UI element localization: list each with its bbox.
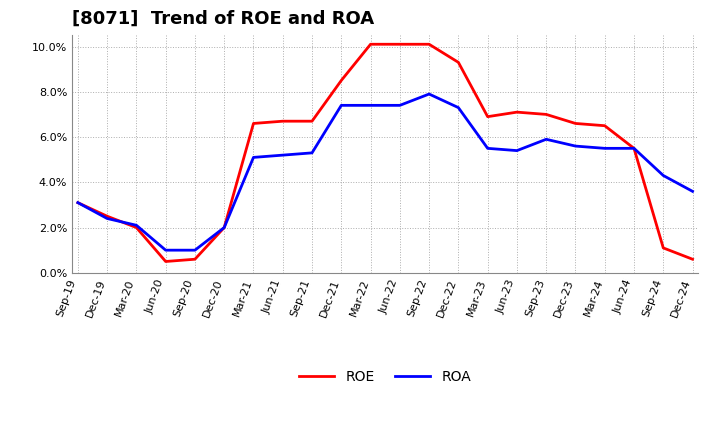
ROE	[395, 42, 404, 47]
ROA	[220, 225, 228, 230]
ROA	[279, 153, 287, 158]
ROE	[542, 112, 551, 117]
ROA	[483, 146, 492, 151]
ROA	[132, 223, 140, 228]
ROE	[366, 42, 375, 47]
ROE	[103, 213, 112, 219]
ROE	[337, 78, 346, 83]
ROE	[132, 225, 140, 230]
ROE	[73, 200, 82, 205]
ROE	[513, 110, 521, 115]
ROE	[161, 259, 170, 264]
ROA	[307, 150, 316, 155]
ROA	[73, 200, 82, 205]
ROA	[688, 189, 697, 194]
ROE	[688, 257, 697, 262]
ROA	[161, 248, 170, 253]
ROA	[630, 146, 639, 151]
ROA	[395, 103, 404, 108]
ROA	[366, 103, 375, 108]
ROA	[425, 92, 433, 97]
Line: ROA: ROA	[78, 94, 693, 250]
ROE	[307, 118, 316, 124]
ROE	[220, 225, 228, 230]
ROE	[279, 118, 287, 124]
ROA	[337, 103, 346, 108]
ROE	[249, 121, 258, 126]
Text: [8071]  Trend of ROE and ROA: [8071] Trend of ROE and ROA	[72, 10, 374, 28]
ROA	[191, 248, 199, 253]
ROA	[249, 155, 258, 160]
ROA	[454, 105, 463, 110]
ROE	[483, 114, 492, 119]
Line: ROE: ROE	[78, 44, 693, 261]
ROE	[191, 257, 199, 262]
ROA	[542, 137, 551, 142]
ROA	[600, 146, 609, 151]
ROE	[630, 146, 639, 151]
ROE	[454, 60, 463, 65]
ROA	[659, 173, 667, 178]
Legend: ROE, ROA: ROE, ROA	[294, 364, 477, 389]
ROE	[425, 42, 433, 47]
ROE	[600, 123, 609, 128]
ROA	[513, 148, 521, 153]
ROE	[659, 245, 667, 250]
ROE	[571, 121, 580, 126]
ROA	[571, 143, 580, 149]
ROA	[103, 216, 112, 221]
